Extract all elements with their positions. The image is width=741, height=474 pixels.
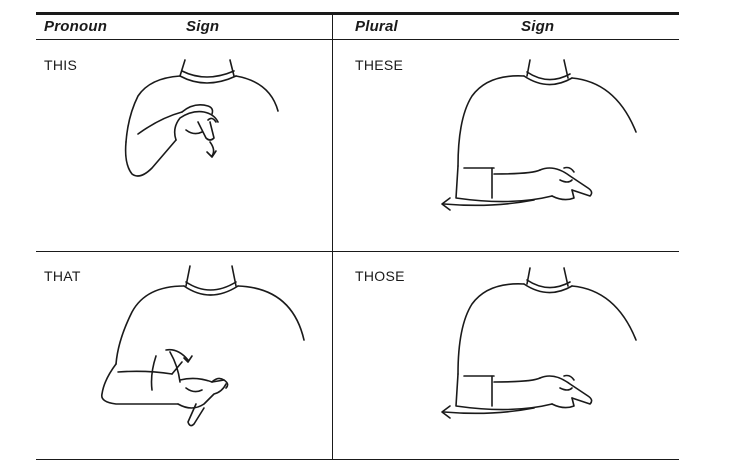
header-sign-right: Sign (521, 18, 555, 35)
y-hand-on-palm-icon (96, 262, 316, 442)
plural-these: THESE (355, 57, 404, 73)
table-bottom-rule (36, 459, 679, 460)
header-pronoun: Pronoun (44, 18, 108, 35)
header-sign-left: Sign (186, 18, 220, 35)
hand-pointing-down-icon (110, 56, 300, 186)
hand-sweeping-point-icon (432, 264, 652, 424)
table-header-rule (36, 39, 679, 40)
pronoun-this: THIS (44, 57, 78, 73)
hand-sweeping-point-icon (432, 56, 652, 216)
table-row-divider (36, 251, 679, 252)
pronoun-that: THAT (44, 268, 81, 284)
header-plural: Plural (355, 18, 398, 35)
table-top-rule (36, 12, 679, 15)
table-column-divider (332, 15, 333, 459)
plural-those: THOSE (355, 268, 405, 284)
